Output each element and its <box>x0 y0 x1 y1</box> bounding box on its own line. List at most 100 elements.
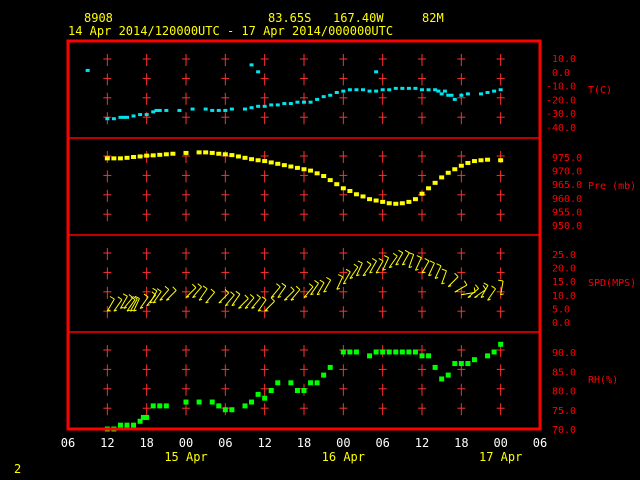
wind-barb <box>375 257 384 274</box>
wind-barb <box>388 252 398 269</box>
y-tick-label: 965.0 <box>552 180 582 191</box>
wind-barb-shaft <box>198 288 208 301</box>
rh-point <box>412 349 418 355</box>
pressure-point <box>308 168 314 173</box>
rh-point <box>222 407 228 413</box>
wind-barb-flag <box>122 293 128 297</box>
wind-barb <box>185 283 197 298</box>
rh-point <box>458 361 464 367</box>
wind-barb <box>277 282 287 298</box>
pressure-point <box>445 170 451 175</box>
wind-barb-head <box>356 274 360 277</box>
rh-point <box>353 349 359 355</box>
pressure-point <box>124 155 130 160</box>
y-tick-label: 20.0 <box>552 264 576 275</box>
pressure-point <box>393 201 399 206</box>
wind-barb <box>290 285 301 301</box>
temperature-point <box>446 93 451 97</box>
pressure-point <box>471 159 477 164</box>
wind-barb <box>428 260 435 277</box>
panel-ylabel: RH(%) <box>588 375 618 386</box>
temperature-point <box>151 110 156 114</box>
rh-point <box>140 414 146 420</box>
temperature-point <box>177 108 182 112</box>
temperature-point <box>334 91 339 94</box>
wind-barb-flag <box>441 268 447 272</box>
y-axis-labels: 10.0 0.0 -10.0 -20.0 -30.0 -40.0 T(C) 975.0 970.… <box>546 54 636 436</box>
wind-barb-flag <box>371 257 377 262</box>
wind-barb-shaft <box>355 262 363 276</box>
panel-ylabel: SPD(MPS) <box>588 278 636 289</box>
wind-barb-head <box>153 301 157 304</box>
wind-barb-shaft <box>474 289 487 298</box>
wind-barb-flag <box>164 285 170 290</box>
wind-barb-shaft <box>447 276 459 287</box>
wind-barb-flag <box>408 252 414 255</box>
y-tick-label: 10.0 <box>552 54 576 65</box>
wind-barb-flag <box>224 289 230 294</box>
pressure-point <box>157 152 163 157</box>
wind-barb-head <box>218 301 222 304</box>
wind-barb-head <box>113 309 118 312</box>
wind-barb-flag <box>326 277 331 281</box>
wind-barb-flag <box>156 288 162 292</box>
wind-barb-shaft <box>467 288 479 298</box>
y-tick-label: 955.0 <box>552 207 582 218</box>
temperature-point <box>154 108 159 112</box>
temperature-point <box>439 92 444 96</box>
wind-barb-shaft <box>408 254 415 268</box>
wind-barb-shaft <box>123 297 134 309</box>
temperature-point <box>249 106 254 110</box>
wind-barb-flag <box>244 294 249 299</box>
temperature-point <box>275 103 280 107</box>
x-hour-label: 06 <box>533 436 547 450</box>
temperature-point <box>436 89 441 93</box>
wind-barb <box>342 268 351 285</box>
rh-point <box>485 353 491 359</box>
wind-barb <box>205 288 216 304</box>
wind-barb-head <box>257 309 262 312</box>
rh-point <box>131 422 137 428</box>
wind-barb-head <box>382 268 386 271</box>
y-tick-label: 80.0 <box>552 387 576 398</box>
x-hour-label: 18 <box>454 436 468 450</box>
rh-point <box>183 399 189 405</box>
wind-barb <box>362 261 372 277</box>
wind-barb-head <box>487 298 491 301</box>
rh-point <box>137 418 143 424</box>
wind-barb <box>454 280 468 293</box>
rh-point <box>399 349 405 355</box>
pressure-point <box>340 186 346 191</box>
wind-barb-head <box>336 287 340 290</box>
rh-point <box>471 357 477 363</box>
temperature-point <box>121 115 126 119</box>
wind-barb-shaft <box>270 286 281 298</box>
pressure-point <box>347 189 353 193</box>
wind-barb-shaft <box>159 289 170 301</box>
wind-barb-shaft <box>264 300 275 312</box>
wind-barb-head <box>271 296 275 298</box>
pressure-point <box>419 191 425 196</box>
wind-barb-shaft <box>120 296 128 309</box>
panel-ylabel: Pre (mb) <box>588 181 636 192</box>
wind-barb-flag <box>491 285 496 290</box>
wind-barb-head <box>441 282 445 285</box>
x-hour-label: 12 <box>100 436 114 450</box>
rh-point <box>491 349 497 355</box>
y-tick-label: 970.0 <box>552 167 582 178</box>
wind-barb-flag <box>345 268 351 273</box>
y-tick-label: -20.0 <box>546 95 576 106</box>
pressure-point <box>275 161 281 166</box>
pressure-point <box>183 150 189 155</box>
wind-barb <box>159 285 170 301</box>
wind-barb-shaft <box>401 252 410 266</box>
wind-barb-shaft <box>369 260 377 274</box>
wind-barb <box>218 289 230 304</box>
rh-point <box>386 349 392 355</box>
wind-barb-flag <box>261 296 267 301</box>
rh-point <box>445 372 451 378</box>
x-hour-label: 12 <box>257 436 271 450</box>
wind-barb <box>264 297 275 312</box>
pressure-point <box>301 167 307 172</box>
